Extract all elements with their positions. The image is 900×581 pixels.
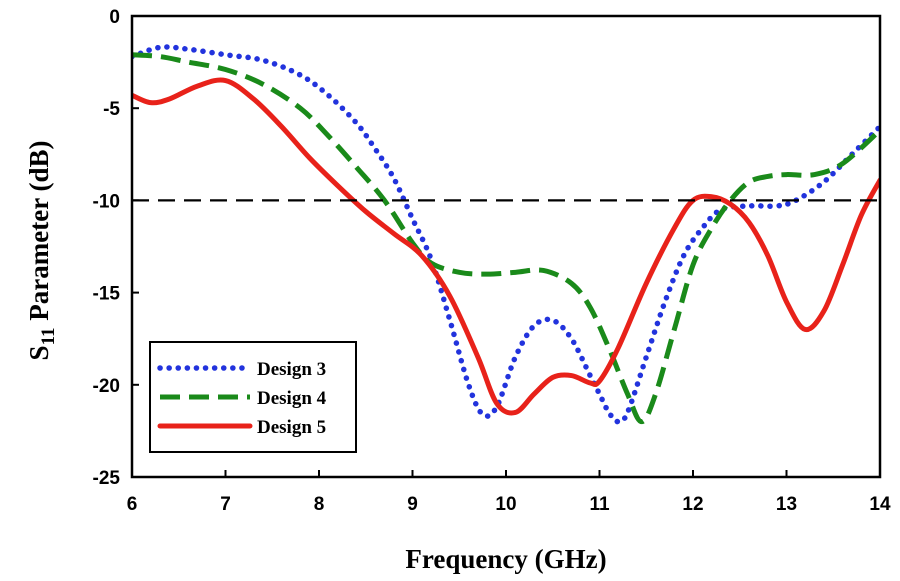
- y-tick-label: -20: [93, 376, 120, 397]
- y-tick-label: 0: [109, 7, 120, 28]
- x-axis-title: Frequency (GHz): [405, 544, 606, 574]
- x-tick-label: 7: [220, 494, 231, 515]
- series-layer: [132, 44, 880, 425]
- series-line-design-5: [132, 77, 880, 416]
- x-tick-label: 6: [127, 494, 138, 515]
- y-axis-title-main: S: [24, 345, 54, 360]
- y-axis-title-subscript: 11: [38, 327, 59, 345]
- x-tick-label: 13: [776, 494, 797, 515]
- legend: Design 3 Design 4 Design 5: [149, 341, 357, 453]
- x-tick-label: 8: [314, 494, 325, 515]
- x-tick-label: 9: [407, 494, 418, 515]
- y-tick-label: -25: [93, 468, 121, 489]
- x-tick-label: 10: [495, 494, 516, 515]
- x-tick-label: 14: [869, 494, 891, 515]
- legend-label: Design 4: [257, 388, 327, 409]
- y-tick-label: -5: [103, 99, 120, 120]
- legend-label: Design 3: [257, 359, 326, 380]
- y-axis-title: S11 Parameter (dB): [24, 141, 59, 361]
- x-tick-label: 11: [589, 494, 610, 515]
- y-tick-label: -10: [93, 191, 120, 212]
- ticks-layer: 6 7 8 9 10 11 12 13 14 0 -5 -10 -15 -20 -25: [93, 7, 891, 515]
- legend-box: [149, 341, 357, 453]
- series-line-design-4: [132, 52, 880, 425]
- y-tick-label: -15: [93, 284, 121, 305]
- legend-label: Design 5: [257, 417, 326, 438]
- x-tick-label: 12: [682, 494, 703, 515]
- y-axis-title-rest: Parameter (dB): [24, 141, 54, 328]
